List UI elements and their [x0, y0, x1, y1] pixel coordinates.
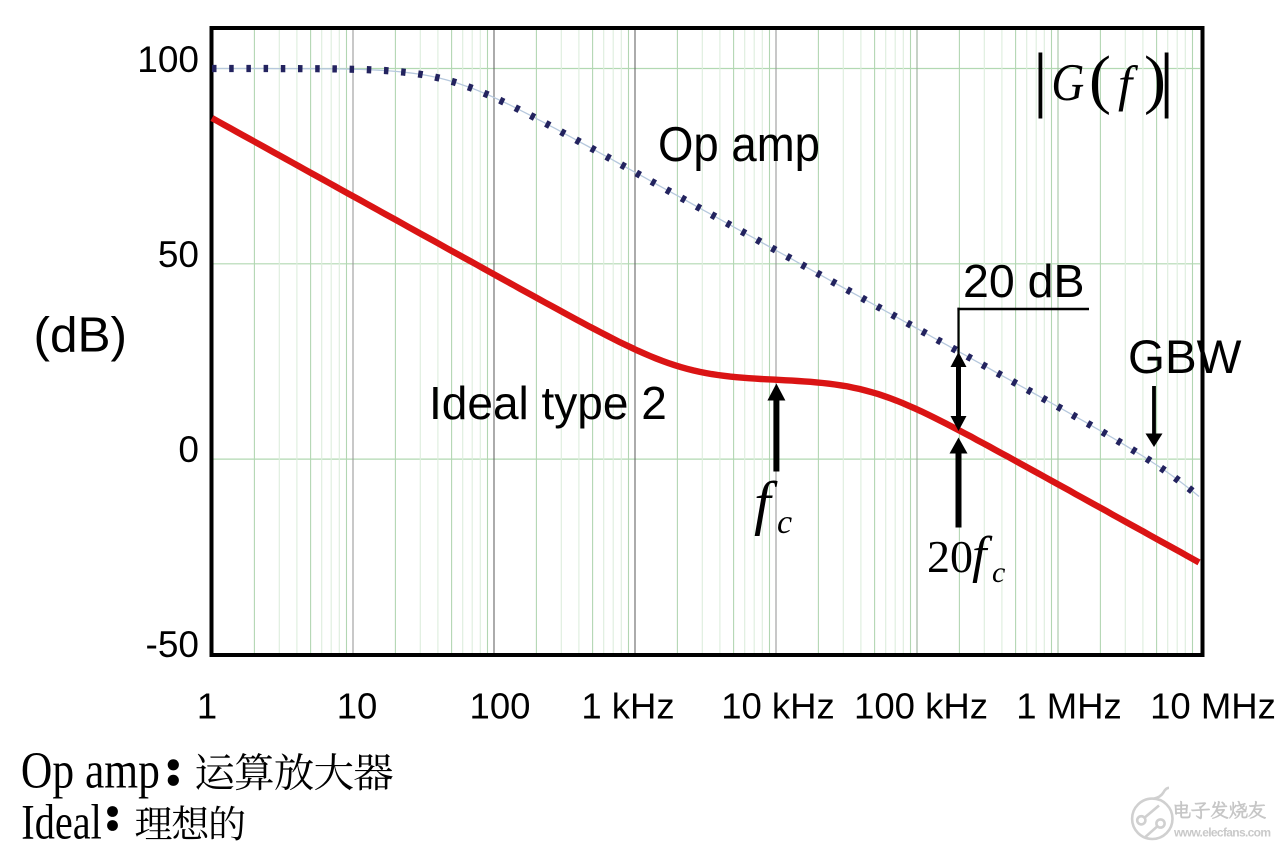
svg-text:-50: -50 [146, 624, 199, 665]
svg-text:www.elecfans.com: www.elecfans.com [1173, 826, 1271, 840]
svg-text:(dB): (dB) [34, 308, 128, 363]
svg-text:10 MHz: 10 MHz [1150, 686, 1276, 727]
svg-text:Ideal: Ideal [21, 794, 102, 847]
svg-text:100: 100 [470, 686, 531, 727]
svg-text:50: 50 [158, 234, 199, 275]
svg-text:20: 20 [927, 531, 973, 582]
svg-text:Ideal type 2: Ideal type 2 [429, 377, 667, 429]
svg-text:0: 0 [178, 429, 199, 470]
svg-text:20 dB: 20 dB [963, 255, 1085, 307]
svg-text:10 kHz: 10 kHz [721, 686, 835, 727]
svg-text:Op amp: Op amp [658, 118, 820, 172]
svg-text:(: ( [1089, 43, 1111, 116]
svg-text:c: c [777, 504, 792, 541]
svg-text:Op amp: Op amp [21, 742, 160, 799]
svg-text:1 MHz: 1 MHz [1016, 686, 1121, 727]
svg-text:1: 1 [197, 686, 217, 727]
svg-text:GBW: GBW [1128, 331, 1242, 384]
svg-text:100 kHz: 100 kHz [854, 686, 988, 727]
svg-text:100: 100 [137, 39, 199, 80]
svg-text:1 kHz: 1 kHz [581, 686, 674, 727]
svg-text:c: c [992, 556, 1005, 589]
svg-text:10: 10 [337, 686, 378, 727]
svg-text:G: G [1051, 53, 1084, 112]
svg-text:): ) [1144, 43, 1166, 116]
